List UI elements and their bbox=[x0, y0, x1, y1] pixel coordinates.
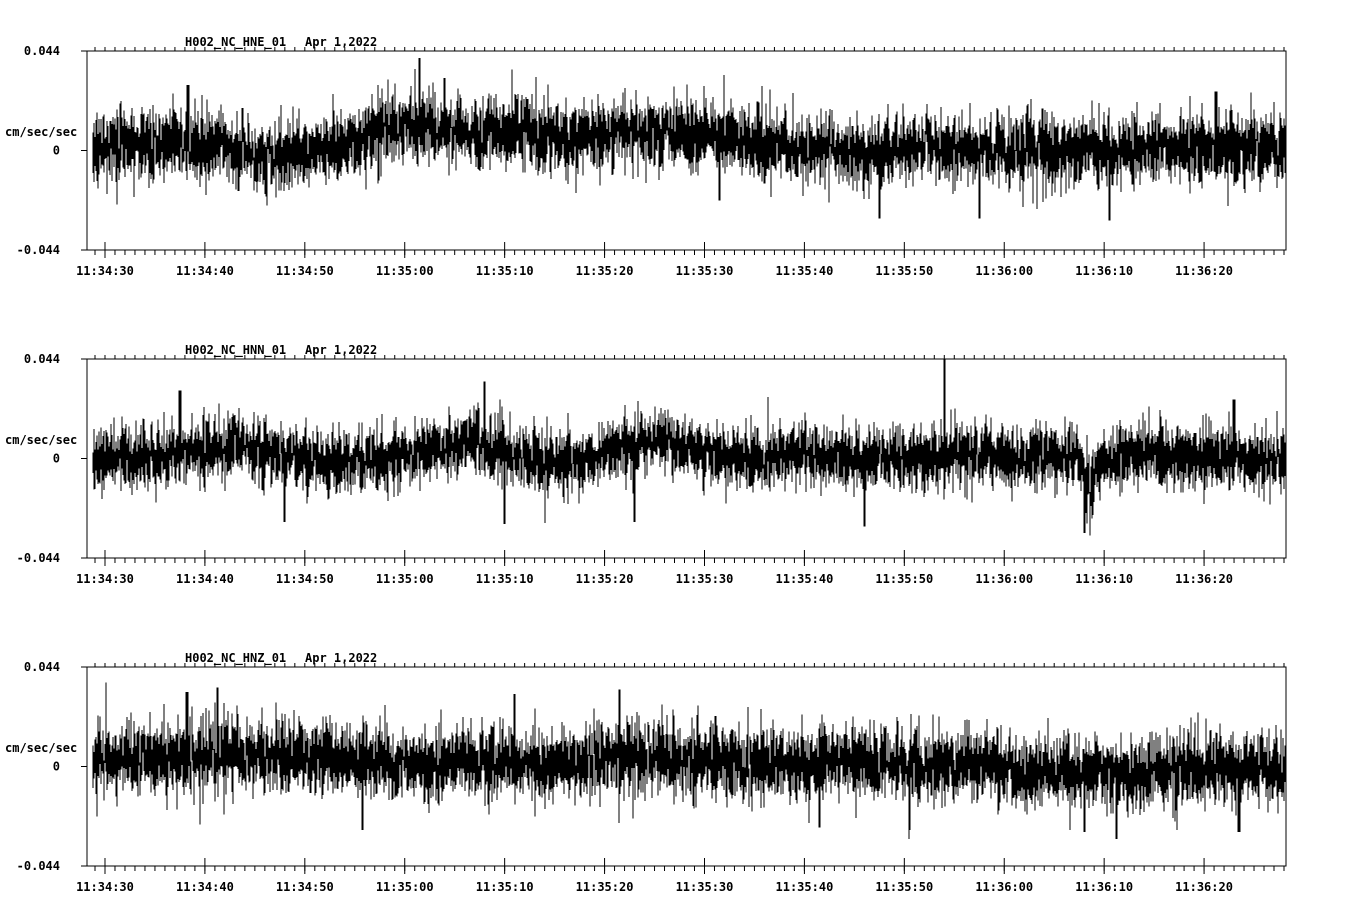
x-tick-label: 11:35:30 bbox=[676, 880, 734, 894]
channel-title: H002_NC_HNZ_01 bbox=[185, 651, 286, 666]
seismogram-panel-2: 0.044 0 -0.044 cm/sec/sec H002_NC_HNN_01 Apr … bbox=[5, 343, 1287, 586]
y-axis-label: cm/sec/sec bbox=[5, 433, 77, 447]
x-tick-label: 11:36:00 bbox=[975, 264, 1033, 278]
x-tick-label: 11:34:40 bbox=[176, 880, 234, 894]
date-label: Apr 1,2022 bbox=[305, 35, 377, 49]
y-tick-label-zero: 0 bbox=[53, 452, 60, 466]
x-tick-label: 11:36:00 bbox=[975, 880, 1033, 894]
y-axis-label: cm/sec/sec bbox=[5, 125, 77, 139]
x-tick-label: 11:35:10 bbox=[476, 880, 534, 894]
x-tick-label: 11:35:00 bbox=[376, 880, 434, 894]
x-tick-label: 11:35:00 bbox=[376, 572, 434, 586]
x-tick-label: 11:35:10 bbox=[476, 572, 534, 586]
x-tick-label: 11:35:40 bbox=[776, 880, 834, 894]
x-tick-label: 11:34:30 bbox=[76, 264, 134, 278]
seismogram-panel-1: 0.044 0 -0.044 cm/sec/sec H002_NC_HNE_01 Apr … bbox=[5, 35, 1287, 278]
x-tick-label: 11:36:20 bbox=[1175, 880, 1233, 894]
waveform-trace bbox=[92, 359, 1286, 536]
x-tick-label: 11:36:00 bbox=[975, 572, 1033, 586]
y-tick-label-min: -0.044 bbox=[17, 859, 60, 873]
waveform-trace bbox=[92, 682, 1286, 839]
x-tick-label: 11:36:20 bbox=[1175, 264, 1233, 278]
x-tick-label: 11:35:50 bbox=[875, 880, 933, 894]
x-tick-label: 11:36:10 bbox=[1075, 572, 1133, 586]
x-tick-label: 11:34:50 bbox=[276, 880, 334, 894]
x-tick-label: 11:34:30 bbox=[76, 880, 134, 894]
channel-title: H002_NC_HNE_01 bbox=[185, 35, 286, 50]
x-tick-label: 11:34:50 bbox=[276, 264, 334, 278]
x-tick-label: 11:36:20 bbox=[1175, 572, 1233, 586]
x-tick-label: 11:35:10 bbox=[476, 264, 534, 278]
y-tick-label-max: 0.044 bbox=[24, 352, 60, 366]
date-label: Apr 1,2022 bbox=[305, 343, 377, 357]
x-tick-label: 11:35:30 bbox=[676, 264, 734, 278]
x-tick-label: 11:34:30 bbox=[76, 572, 134, 586]
x-tick-label: 11:34:40 bbox=[176, 264, 234, 278]
waveform-trace bbox=[92, 57, 1286, 221]
x-tick-label: 11:35:40 bbox=[776, 264, 834, 278]
x-tick-label: 11:35:00 bbox=[376, 264, 434, 278]
x-tick-label: 11:35:20 bbox=[576, 880, 634, 894]
y-tick-label-zero: 0 bbox=[53, 760, 60, 774]
x-tick-label: 11:35:20 bbox=[576, 572, 634, 586]
y-tick-label-min: -0.044 bbox=[17, 551, 60, 565]
x-tick-label: 11:35:30 bbox=[676, 572, 734, 586]
x-tick-label: 11:35:50 bbox=[875, 572, 933, 586]
x-tick-label: 11:36:10 bbox=[1075, 264, 1133, 278]
y-axis-label: cm/sec/sec bbox=[5, 741, 77, 755]
seismogram-panel-3: 0.044 0 -0.044 cm/sec/sec H002_NC_HNZ_01 Apr … bbox=[5, 651, 1287, 894]
y-tick-label-max: 0.044 bbox=[24, 44, 60, 58]
x-tick-label: 11:34:50 bbox=[276, 572, 334, 586]
x-tick-label: 11:35:50 bbox=[875, 264, 933, 278]
x-tick-label: 11:36:10 bbox=[1075, 880, 1133, 894]
y-tick-label-min: -0.044 bbox=[17, 243, 60, 257]
date-label: Apr 1,2022 bbox=[305, 651, 377, 665]
y-tick-label-zero: 0 bbox=[53, 144, 60, 158]
x-tick-label: 11:34:40 bbox=[176, 572, 234, 586]
x-tick-label: 11:35:40 bbox=[776, 572, 834, 586]
channel-title: H002_NC_HNN_01 bbox=[185, 343, 286, 358]
x-tick-label: 11:35:20 bbox=[576, 264, 634, 278]
y-tick-label-max: 0.044 bbox=[24, 660, 60, 674]
